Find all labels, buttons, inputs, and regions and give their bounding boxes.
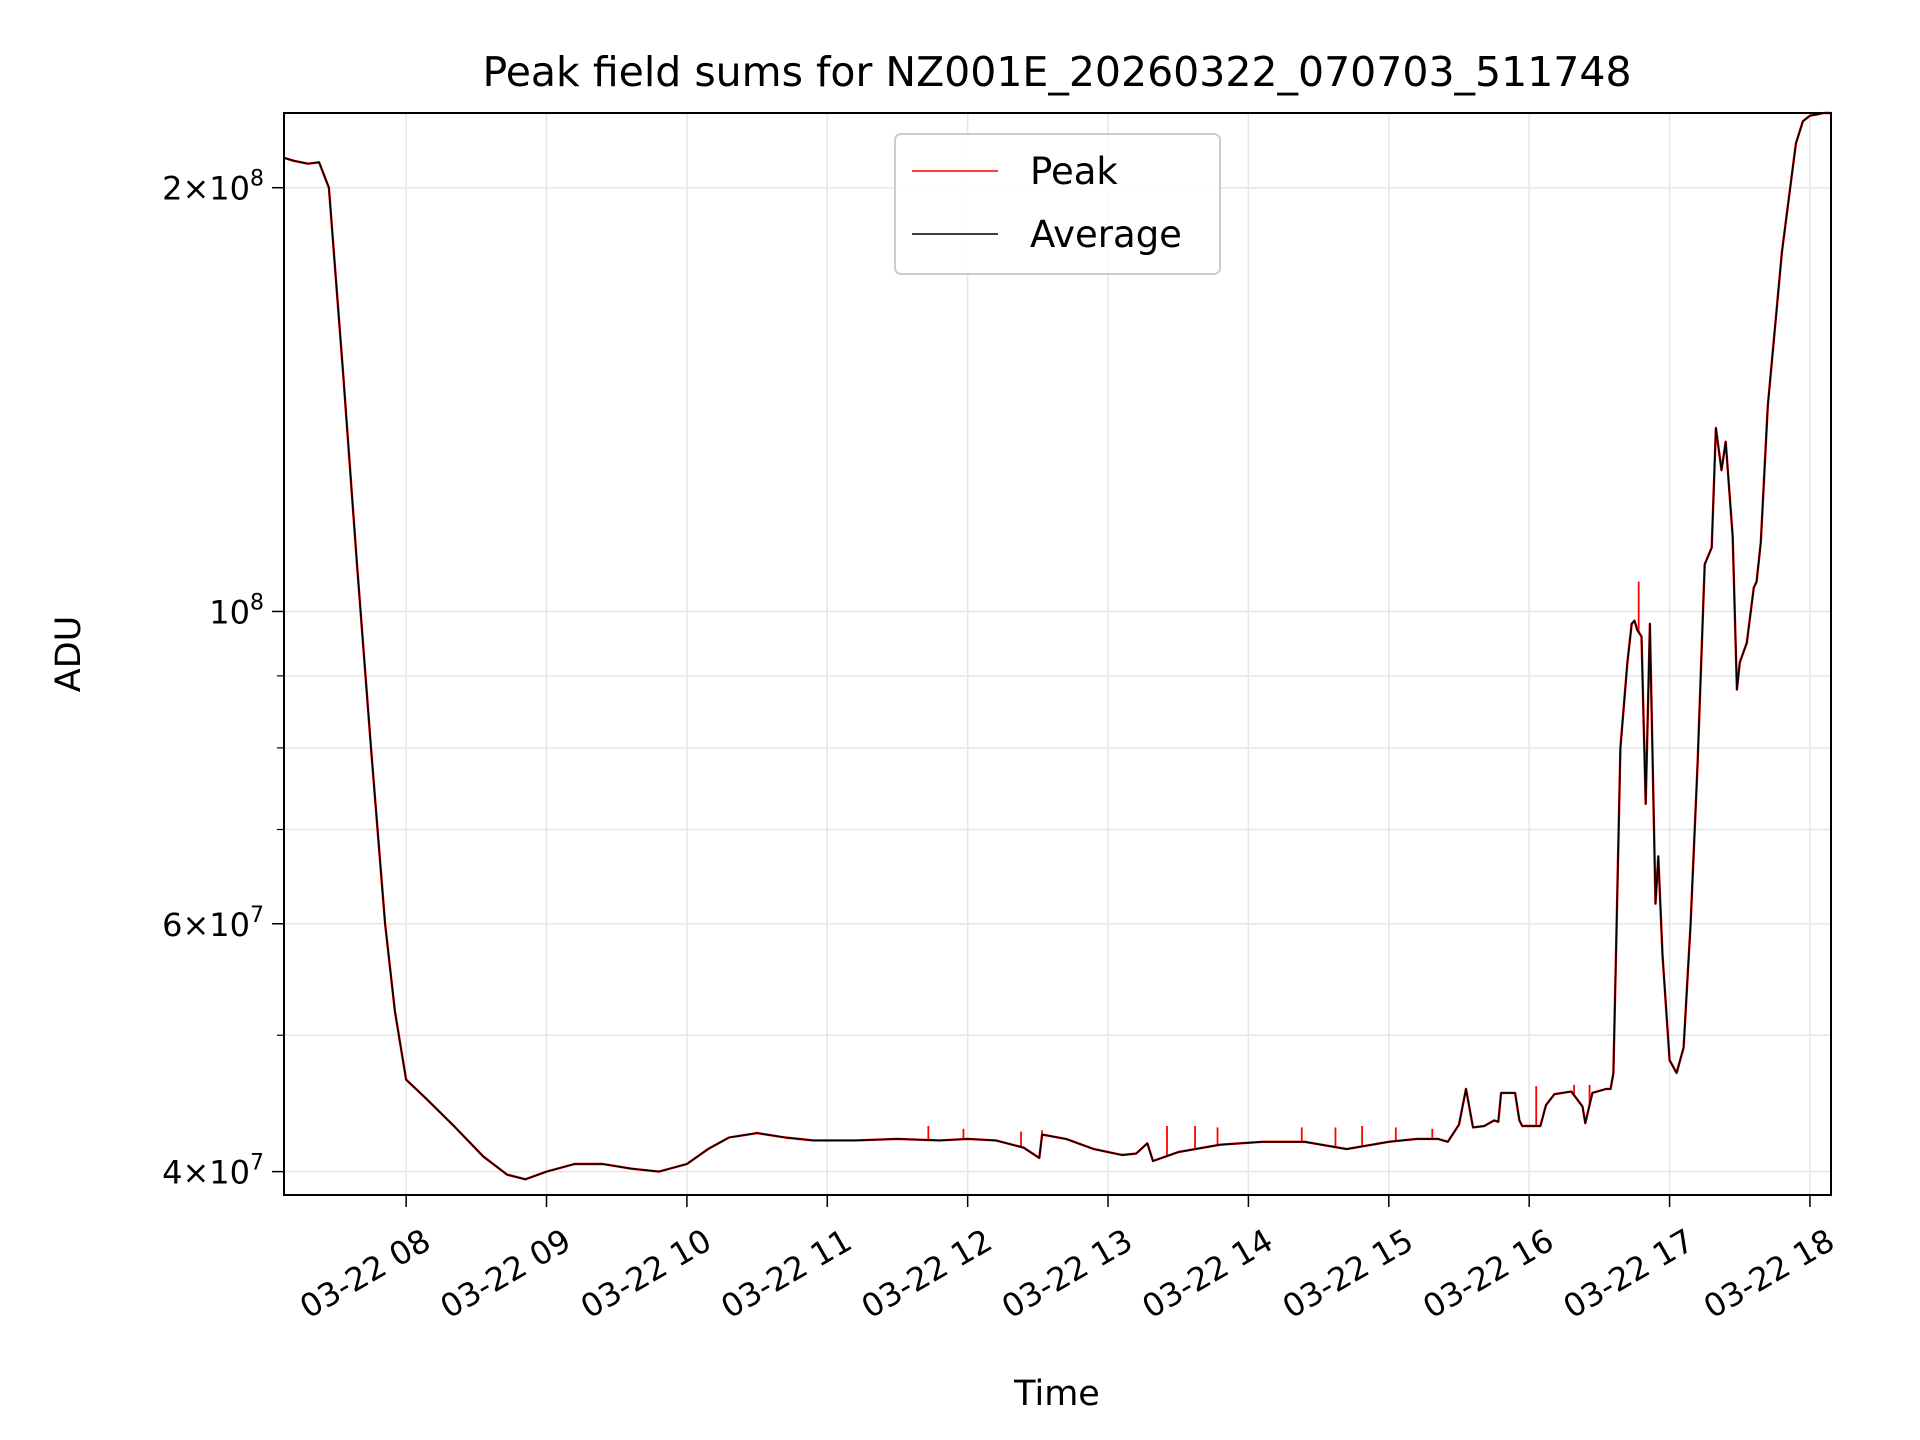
y-tick-label: 4×107: [162, 1151, 264, 1192]
y-tick-mantissa: 4: [162, 1154, 182, 1192]
legend: Peak Average: [894, 133, 1221, 275]
y-tick-base: 10: [209, 906, 250, 944]
y-tick-times: ×: [182, 170, 209, 208]
y-tick-label: 108: [209, 590, 264, 631]
legend-label-peak: Peak: [1030, 150, 1118, 193]
legend-box: [894, 133, 1221, 275]
y-tick-exponent: 7: [250, 1151, 264, 1176]
y-tick-exponent: 7: [250, 903, 264, 928]
y-tick-base: 10: [209, 593, 250, 631]
y-tick-mantissa: 2: [162, 170, 182, 208]
y-tick-times: ×: [182, 906, 209, 944]
y-tick-times: ×: [182, 1154, 209, 1192]
y-tick-exponent: 8: [250, 167, 264, 192]
y-tick-base: 10: [209, 1154, 250, 1192]
x-axis-label: Time: [1013, 1374, 1100, 1414]
plot-frame: [283, 112, 1832, 1196]
y-tick-label: 6×107: [162, 903, 264, 944]
y-tick-label: 2×108: [162, 167, 264, 208]
y-tick-exponent: 8: [250, 590, 264, 615]
chart-title: Peak field sums for NZ001E_20260322_0707…: [482, 48, 1631, 96]
legend-label-average: Average: [1030, 213, 1182, 256]
grid-layer: [284, 113, 1831, 1195]
series-line-average: [283, 112, 1831, 1181]
series-layer: [283, 111, 1831, 1181]
y-tick-mantissa: 6: [162, 906, 182, 944]
y-axis-label: ADU: [49, 616, 89, 693]
y-tick-base: 10: [209, 170, 250, 208]
